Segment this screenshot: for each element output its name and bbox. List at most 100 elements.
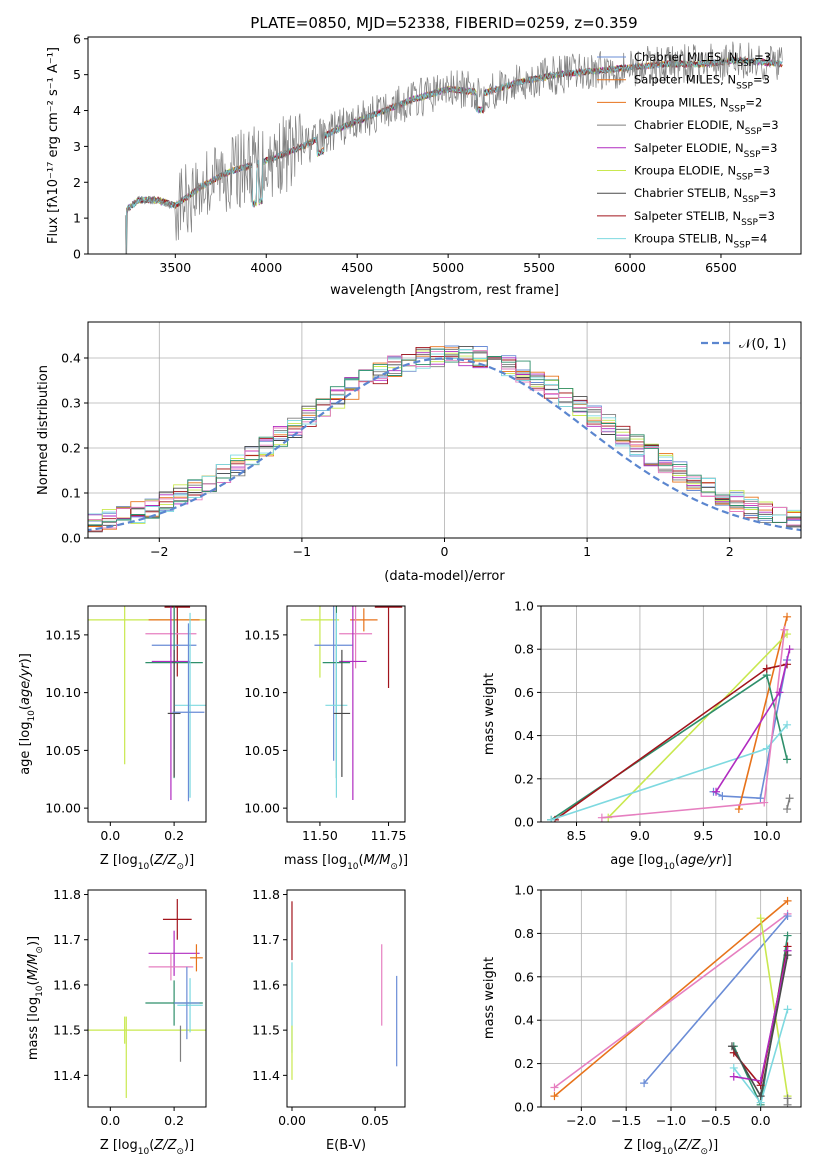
model-spectrum-line (125, 56, 783, 254)
errorbar-point (374, 606, 403, 689)
errorbar-point (172, 623, 205, 802)
y-tick-label: 11.8 (252, 887, 280, 902)
y-tick-label: 0.8 (514, 642, 534, 657)
x-tick-label: 9.0 (630, 828, 650, 843)
weight-point-marker (712, 787, 721, 796)
normal-reference-curve (88, 357, 801, 532)
weight-series-line (715, 649, 791, 793)
y-axis-label: mass weight (482, 673, 497, 755)
age-vs-metallicity-plot: 0.0 0.2 10.00 10.05 10.10 10.15 Z [log10(Z/Z⊙)… (18, 605, 207, 872)
legend-entry: Kroupa STELIB, NSSP=4 (634, 232, 767, 251)
y-tick-label: 1.0 (514, 599, 534, 614)
legend-entry: Chabrier ELODIE, NSSP=3 (634, 118, 779, 137)
observed-spectrum-line (124, 41, 783, 254)
weight-point-marker (783, 1094, 792, 1103)
legend-entry: Kroupa MILES, NSSP=2 (634, 95, 762, 114)
errorbars (88, 899, 206, 1098)
y-tick-label: 10.10 (244, 685, 280, 700)
x-tick-label: 1 (583, 544, 591, 559)
y-tick-label: 0.2 (514, 771, 534, 786)
weight-point-marker (783, 1005, 792, 1014)
axes-frame (540, 605, 802, 823)
weight-point-marker (729, 1063, 738, 1072)
x-tick-label: 5000 (432, 260, 464, 275)
x-axis-label: wavelength [Angstrom, rest frame] (330, 283, 559, 298)
axes-frame (540, 889, 802, 1108)
legend: Chabrier MILES, NSSP=3 Salpeter MILES, NS… (597, 50, 779, 251)
weight-point-marker (783, 612, 792, 621)
y-tick-label: 10.15 (244, 627, 280, 642)
y-tick-label: 6 (73, 31, 81, 46)
weight-point-marker (756, 794, 765, 803)
x-tick-label: 10.0 (753, 828, 781, 843)
weight-point-marker (640, 1079, 649, 1088)
weight-series-line (738, 616, 788, 810)
y-tick-label: 1 (73, 211, 81, 226)
y-tick-label: 0.0 (514, 815, 534, 830)
axes-frame (87, 889, 207, 1108)
weight-series-line (553, 900, 789, 1097)
legend-entry: 𝒩(0, 1) (739, 337, 786, 352)
weight-point-marker (783, 805, 792, 814)
weight-point-marker (783, 755, 792, 764)
errorbar-point (148, 953, 194, 981)
y-tick-label: 11.4 (252, 1068, 280, 1083)
y-tick-label: 11.5 (252, 1023, 280, 1038)
errorbar-point (148, 930, 200, 976)
errorbar-point (164, 606, 191, 677)
weight-point-marker (783, 896, 792, 905)
ticks: 0.0 0.2 10.00 10.05 10.10 10.15 (45, 627, 184, 843)
weight-vs-metallicity-plot: −2.0 −1.5 −1.0 −0.5 0.0 0.0 0.2 0.4 0.6 0.8 1.0 Z [… (482, 883, 802, 1157)
errorbar-point (300, 606, 340, 678)
axes-frame (87, 321, 802, 539)
weight-lines (547, 612, 794, 822)
errorbars (88, 606, 206, 802)
weight-point-marker (783, 912, 792, 921)
weight-point-marker (756, 914, 765, 923)
y-tick-label: 11.8 (53, 887, 81, 902)
histogram-series (88, 348, 801, 538)
x-axis-label: Z [log10(Z/Z⊙)] (100, 853, 194, 872)
legend-entry: Chabrier MILES, NSSP=3 (634, 50, 771, 69)
weight-point-marker (783, 931, 792, 940)
axes-frame (87, 605, 207, 823)
x-axis-label: age [log10(age/yr)] (610, 853, 732, 872)
ticks: −2.0 −1.5 −1.0 −0.5 0.0 0.0 0.2 0.4 0.6 0.8 1.0 (514, 883, 771, 1129)
y-tick-label: 11.6 (252, 977, 280, 992)
x-axis-label: (data-model)/error (384, 569, 505, 584)
weight-lines (550, 896, 792, 1107)
errorbar-point (314, 606, 353, 761)
weight-point-marker (785, 645, 794, 654)
x-tick-label: 3500 (159, 260, 191, 275)
y-axis-label: age [log10(age/yr)] (18, 653, 37, 775)
y-tick-label: 0.4 (514, 728, 534, 743)
y-tick-label: 0.6 (514, 969, 534, 984)
x-axis-label: E(B-V) (326, 1138, 366, 1153)
y-tick-label: 0.0 (514, 1100, 534, 1115)
x-tick-label: −1.5 (611, 1113, 641, 1128)
weight-point-marker (718, 792, 727, 801)
y-tick-label: 0.2 (61, 441, 81, 456)
x-tick-label: 2 (726, 544, 734, 559)
x-tick-label: 8.5 (567, 828, 587, 843)
errorbar-point (339, 606, 373, 669)
x-tick-label: 6000 (614, 260, 646, 275)
errorbar-point (167, 649, 181, 777)
errorbar-point (190, 944, 203, 972)
weight-point-marker (547, 815, 556, 822)
y-tick-label: 10.00 (244, 801, 280, 816)
weight-series-line (643, 915, 789, 1084)
y-tick-label: 11.7 (252, 932, 280, 947)
errorbar-point (177, 978, 203, 1033)
legend-entry: Salpeter ELODIE, NSSP=3 (634, 141, 777, 160)
x-tick-label: 0.00 (278, 1113, 306, 1128)
weight-point-marker (550, 1083, 559, 1092)
weight-point-marker (775, 688, 784, 697)
weight-series-line (554, 663, 788, 821)
weight-point-marker (727, 1042, 736, 1051)
y-tick-label: 2 (73, 175, 81, 190)
errorbar-point (333, 649, 351, 777)
axes-frame (87, 36, 802, 255)
x-tick-label: 0.2 (164, 828, 184, 843)
